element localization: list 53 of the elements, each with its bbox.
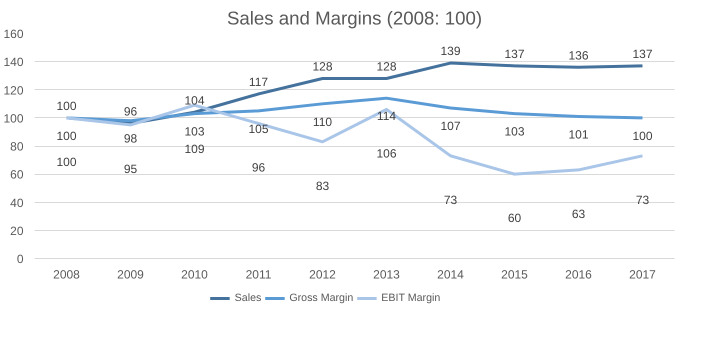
- data-label: 117: [248, 74, 268, 89]
- data-label: 96: [252, 160, 266, 174]
- legend-label: Sales: [234, 292, 262, 304]
- data-label: 114: [376, 109, 396, 124]
- data-label: 100: [56, 154, 77, 169]
- x-tick-label: 2013: [373, 268, 400, 282]
- data-label: 100: [56, 98, 77, 113]
- data-label: 137: [632, 46, 653, 61]
- data-label: 73: [444, 192, 458, 207]
- data-label: 106: [376, 146, 397, 160]
- x-tick-label: 2017: [629, 268, 656, 282]
- y-tick-label: 40: [10, 196, 24, 210]
- x-tick-label: 2009: [117, 268, 144, 282]
- y-tick-label: 80: [10, 140, 24, 154]
- x-tick-label: 2015: [501, 268, 528, 282]
- y-tick-label: 160: [3, 27, 24, 41]
- y-tick-label: 0: [16, 252, 24, 266]
- data-label: 139: [440, 44, 461, 58]
- y-tick-label: 60: [10, 168, 24, 182]
- y-tick-label: 120: [3, 83, 24, 98]
- data-label: 136: [568, 48, 589, 62]
- data-label: 109: [184, 142, 205, 156]
- x-tick-label: 2008: [53, 268, 80, 282]
- data-label: 100: [56, 128, 77, 143]
- x-tick-label: 2014: [437, 268, 464, 282]
- data-label: 96: [124, 104, 138, 118]
- data-label: 110: [312, 114, 332, 129]
- data-label: 83: [316, 178, 330, 193]
- data-label: 103: [504, 124, 525, 139]
- x-tick-label: 2016: [565, 268, 592, 282]
- y-tick-label: 20: [10, 224, 24, 238]
- y-tick-label: 100: [3, 111, 24, 126]
- data-label: 101: [568, 127, 589, 142]
- legend-label: Gross Margin: [289, 292, 354, 304]
- data-label: 63: [572, 206, 586, 221]
- legend-label: EBIT Margin: [381, 292, 440, 304]
- data-label: 104: [184, 93, 205, 108]
- data-label: 128: [312, 60, 333, 74]
- y-tick-label: 140: [3, 55, 24, 70]
- data-label: 100: [632, 128, 653, 143]
- chart-title: Sales and Margins (2008: 100): [226, 8, 482, 28]
- data-label: 60: [508, 211, 522, 226]
- data-label: 95: [124, 162, 138, 176]
- data-label: 73: [636, 192, 650, 207]
- x-tick-label: 2012: [309, 268, 336, 282]
- x-tick-label: 2011: [246, 268, 272, 282]
- data-label: 98: [124, 132, 138, 146]
- data-label: 105: [248, 122, 269, 136]
- data-label: 103: [184, 124, 205, 139]
- data-label: 128: [376, 60, 397, 74]
- data-label: 137: [504, 46, 525, 61]
- x-tick-label: 2010: [181, 268, 208, 282]
- data-label: 107: [440, 119, 461, 134]
